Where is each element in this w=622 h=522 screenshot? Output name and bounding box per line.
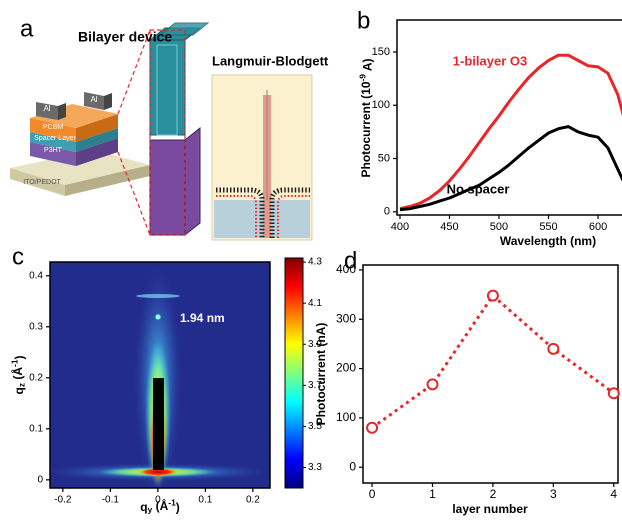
plot-frame [397,20,622,215]
x-tick-label: 0.1 [198,495,212,506]
axis-label-part: Photocurrent (10 [359,81,373,177]
y-tick-label: 0.3 [29,321,43,332]
diagram-subtitle: Langmuir-Blodgett [212,53,329,68]
axis-label: qz (Å-1) [10,356,27,395]
axis-label: Photocurrent (nA) [314,323,328,426]
panel-label: c [12,243,24,270]
axis-label: Wavelength (nm) [500,234,596,248]
data-marker [488,291,498,301]
y-tick-label: 150 [372,46,390,58]
y-tick-label: 0 [384,206,390,218]
y-tick-label: 100 [336,410,356,424]
x-tick-label: -0.2 [54,495,72,506]
data-line [400,127,622,212]
x-tick-label: 400 [391,221,409,233]
x-tick-label: 550 [539,221,557,233]
y-tick-label: 0.2 [29,372,43,383]
y-tick-label: 300 [336,311,356,325]
diagram-title: Bilayer device [78,29,172,45]
layer-label: P3HT [44,147,63,154]
x-tick-label: 1 [429,487,436,501]
x-tick-label: 500 [490,221,508,233]
y-tick-label: 400 [336,262,356,276]
y-tick-label: 0.1 [29,423,43,434]
axis-label-part: q [12,387,26,394]
layer-label: Al [43,104,50,113]
axis-label: layer number [452,502,528,516]
x-tick-label: 0.2 [246,495,260,506]
x-tick-label: 600 [589,221,607,233]
colorbar-tick-label: 4.1 [308,298,322,309]
layer-label: Spacer Layer [34,135,76,142]
y-tick-label: 50 [378,152,390,164]
y-tick-label: 0.4 [29,270,43,281]
layer-label: PCBM [43,124,63,131]
colorbar-tick-label: 3.3 [308,462,322,473]
axis-label-part: ) [176,501,180,515]
figure: a Bilayer device Langmuir-Blodgett Al Al… [0,0,622,517]
axis-label: qy (Å-1) [140,498,179,515]
data-marker [367,423,377,433]
x-tick-label: -0.1 [102,495,120,506]
scattering-image [43,262,273,495]
series-label: No spacer [447,181,510,196]
x-tick-label: 4 [610,487,617,501]
axis-label-part: ) [13,356,27,360]
axis-label: Photocurrent (10-9 A) [358,58,375,177]
panel-label: b [357,7,370,34]
axis-label-part: (Å [152,498,168,513]
data-line [372,296,614,428]
y-tick-label: 0 [37,474,43,485]
data-marker [548,344,558,354]
colorbar [285,258,303,488]
x-tick-label: 3 [550,487,557,501]
layer-label: ITO/PEDOT [23,179,61,186]
y-tick-label: 0 [349,459,356,473]
x-tick-label: 450 [440,221,458,233]
axis-label-part: q [140,500,147,514]
x-tick-label: 0 [369,487,376,501]
y-tick-label: 200 [336,361,356,375]
axis-label-part: A) [361,58,375,74]
data-marker [609,388,619,398]
layer-label: Al [90,95,97,104]
series-label: 1-bilayer O3 [453,53,527,68]
y-tick-label: 100 [372,99,390,111]
data-line [400,55,622,208]
annotation: 1.94 nm [180,311,225,325]
colorbar-tick-label: 4.3 [308,257,322,268]
data-marker [427,379,437,389]
panel-label: a [20,15,34,42]
x-tick-label: 2 [490,487,497,501]
axis-label-part: (Å [10,367,25,383]
